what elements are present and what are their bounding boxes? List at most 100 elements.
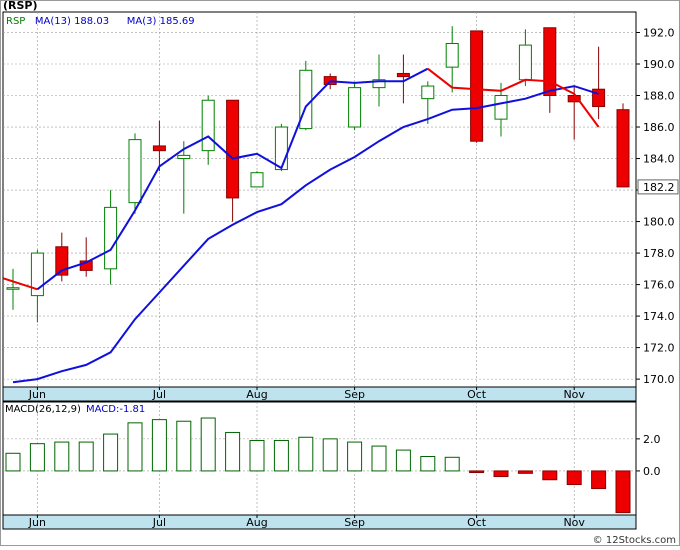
macd-bar <box>493 470 509 478</box>
candle <box>226 99 240 222</box>
candle-body <box>128 139 142 204</box>
price-y-tick-label: 174.0 <box>643 310 675 323</box>
month-label: Nov <box>563 516 585 529</box>
candle-body <box>250 172 264 188</box>
last-price-box <box>637 179 679 195</box>
ma3-line-red-a <box>12 280 38 291</box>
month-label: Oct <box>467 388 487 401</box>
candle <box>274 123 288 172</box>
candle-body <box>518 44 532 81</box>
macd-bar <box>54 441 70 472</box>
candle-body <box>79 260 93 271</box>
month-label: Nov <box>563 388 585 401</box>
price-y-tick-label: 186.0 <box>643 121 675 134</box>
candle-body <box>348 87 362 128</box>
macd-bar <box>395 449 411 472</box>
candle-body <box>104 206 118 270</box>
month-label: Sep <box>344 388 365 401</box>
candle-body <box>372 79 386 89</box>
macd-month-axis: Jun Jul Aug Sep Oct Nov <box>2 514 637 530</box>
candle <box>104 190 118 285</box>
macd-bar <box>542 470 558 481</box>
macd-bar <box>151 419 167 472</box>
price-y-tick-label: 190.0 <box>643 58 675 71</box>
candle <box>152 120 166 172</box>
last-price-label: 182.2 <box>643 181 675 194</box>
month-label: Jul <box>152 388 166 401</box>
price-y-tick-label: 176.0 <box>643 279 675 292</box>
candle-body <box>543 27 557 97</box>
macd-bar <box>469 470 485 474</box>
macd-bar <box>249 439 265 472</box>
candle <box>421 81 435 124</box>
macd-y-tick-label: 2.0 <box>643 433 661 446</box>
ma13-line <box>12 85 599 384</box>
macd-legend: MACD(26,12,9) MACD:-1.81 <box>5 404 145 415</box>
macd-bar <box>5 452 21 472</box>
price-y-tick-label: 192.0 <box>643 26 675 39</box>
macd-panel: 0.0 2.0 MACD(26,12,9) MACD:-1.81 <box>2 401 661 516</box>
price-legend: (RSP) RSP MA(13) 188.03 MA(3) 185.69 <box>3 0 195 27</box>
month-axis-band <box>2 514 637 530</box>
macd-value-label: MACD:-1.81 <box>86 404 145 415</box>
moving-averages <box>2 67 600 384</box>
candle-body <box>494 95 508 120</box>
legend-item: RSP <box>6 16 25 27</box>
macd-bar <box>273 439 289 472</box>
price-y-tick-label: 188.0 <box>643 90 675 103</box>
candle <box>128 133 142 214</box>
candle <box>348 82 362 131</box>
last-price-marker: 182.2 <box>637 179 679 195</box>
candle <box>470 30 484 143</box>
candle-body <box>470 30 484 142</box>
candle-body <box>152 145 166 152</box>
macd-bar <box>298 436 314 472</box>
price-grid <box>3 12 636 387</box>
macd-bar <box>78 441 94 472</box>
candle <box>396 54 410 104</box>
candle <box>6 268 20 310</box>
candle <box>30 249 44 323</box>
macd-bars <box>5 417 631 514</box>
price-plot-area <box>2 11 637 388</box>
price-y-tick-label: 170.0 <box>643 373 675 386</box>
macd-bar <box>615 470 631 514</box>
price-candles <box>6 26 630 323</box>
candle-body <box>274 126 288 171</box>
candle <box>177 141 191 214</box>
candle <box>445 26 459 93</box>
candle-body <box>616 109 630 188</box>
candle-body <box>177 154 191 160</box>
macd-bar <box>420 455 436 472</box>
ma3-line-blue <box>36 67 429 291</box>
candle-body <box>445 43 459 68</box>
candle-body <box>55 246 69 276</box>
month-label: Sep <box>344 516 365 529</box>
macd-title: MACD(26,12,9) <box>5 404 81 415</box>
legend-item: MA(13) 188.03 <box>35 16 109 27</box>
ma3-line-red <box>427 67 600 128</box>
macd-bar <box>591 470 607 490</box>
macd-bar <box>371 445 387 472</box>
macd-plot-area <box>2 401 637 516</box>
month-label: Jul <box>152 516 166 529</box>
macd-bar <box>517 470 533 474</box>
macd-bar <box>29 443 45 472</box>
macd-bar <box>347 441 363 472</box>
candle-body <box>421 85 435 100</box>
price-y-tick-label: 180.0 <box>643 216 675 229</box>
month-label: Aug <box>246 516 267 529</box>
candle <box>616 103 630 188</box>
macd-bar <box>566 470 582 486</box>
price-y-tick-label: 178.0 <box>643 247 675 260</box>
month-label: Aug <box>246 388 267 401</box>
candle <box>250 171 264 188</box>
candle <box>79 237 93 277</box>
macd-bar <box>127 422 143 472</box>
month-label: Jun <box>28 388 46 401</box>
month-axis-band <box>2 386 637 402</box>
macd-bar <box>103 433 119 472</box>
price-panel: 170.0172.0174.0176.0178.0180.0182.0184.0… <box>2 0 679 388</box>
